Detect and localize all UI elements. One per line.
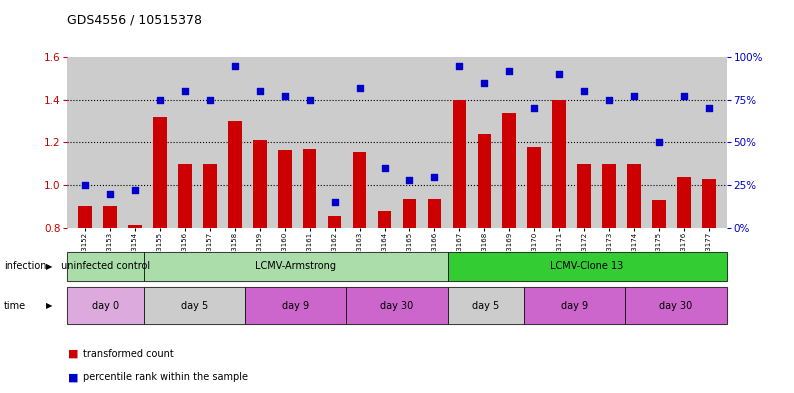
Text: day 30: day 30: [659, 301, 692, 310]
Bar: [103, 206, 117, 228]
Point: [303, 97, 316, 103]
Bar: [203, 164, 217, 228]
Bar: [527, 147, 542, 228]
Text: uninfected control: uninfected control: [61, 261, 150, 271]
Point: [678, 93, 691, 99]
Bar: [477, 134, 491, 228]
Point: [203, 97, 216, 103]
Bar: [353, 152, 366, 228]
Bar: [278, 150, 291, 228]
Bar: [252, 140, 267, 228]
Bar: [403, 199, 416, 228]
Point: [628, 93, 641, 99]
Text: infection: infection: [4, 261, 47, 271]
Bar: [78, 206, 92, 228]
Bar: [153, 117, 167, 228]
Point: [279, 93, 291, 99]
Point: [129, 187, 141, 193]
Bar: [627, 164, 641, 228]
Text: ▶: ▶: [46, 301, 52, 310]
Point: [528, 105, 541, 112]
Point: [403, 177, 416, 183]
Point: [179, 88, 191, 94]
Text: GDS4556 / 10515378: GDS4556 / 10515378: [67, 14, 202, 27]
Bar: [503, 112, 516, 228]
Bar: [128, 225, 142, 228]
Bar: [677, 177, 691, 228]
Point: [79, 182, 91, 188]
Point: [229, 62, 241, 69]
Text: ■: ■: [67, 349, 78, 359]
Bar: [178, 164, 191, 228]
Bar: [652, 200, 666, 228]
Bar: [428, 199, 441, 228]
Point: [428, 174, 441, 180]
Point: [478, 79, 491, 86]
Point: [153, 97, 166, 103]
Point: [328, 199, 341, 206]
Point: [353, 84, 366, 91]
Text: LCMV-Armstrong: LCMV-Armstrong: [255, 261, 336, 271]
Point: [503, 68, 515, 74]
Text: day 5: day 5: [180, 301, 208, 310]
Point: [378, 165, 391, 171]
Text: ▶: ▶: [46, 262, 52, 271]
Point: [703, 105, 715, 112]
Bar: [702, 179, 716, 228]
Text: LCMV-Clone 13: LCMV-Clone 13: [550, 261, 624, 271]
Point: [553, 71, 565, 77]
Bar: [553, 100, 566, 228]
Bar: [577, 164, 591, 228]
Text: day 9: day 9: [561, 301, 588, 310]
Point: [578, 88, 591, 94]
Bar: [603, 164, 616, 228]
Text: day 9: day 9: [282, 301, 309, 310]
Bar: [378, 211, 391, 228]
Text: time: time: [4, 301, 26, 310]
Bar: [453, 100, 466, 228]
Text: ■: ■: [67, 372, 78, 382]
Text: day 30: day 30: [380, 301, 414, 310]
Text: day 0: day 0: [92, 301, 119, 310]
Point: [603, 97, 615, 103]
Bar: [328, 216, 341, 228]
Text: percentile rank within the sample: percentile rank within the sample: [83, 372, 249, 382]
Text: day 5: day 5: [472, 301, 499, 310]
Bar: [228, 121, 241, 228]
Point: [653, 139, 665, 145]
Point: [103, 191, 116, 197]
Point: [453, 62, 466, 69]
Text: transformed count: transformed count: [83, 349, 174, 359]
Point: [253, 88, 266, 94]
Bar: [303, 149, 317, 228]
